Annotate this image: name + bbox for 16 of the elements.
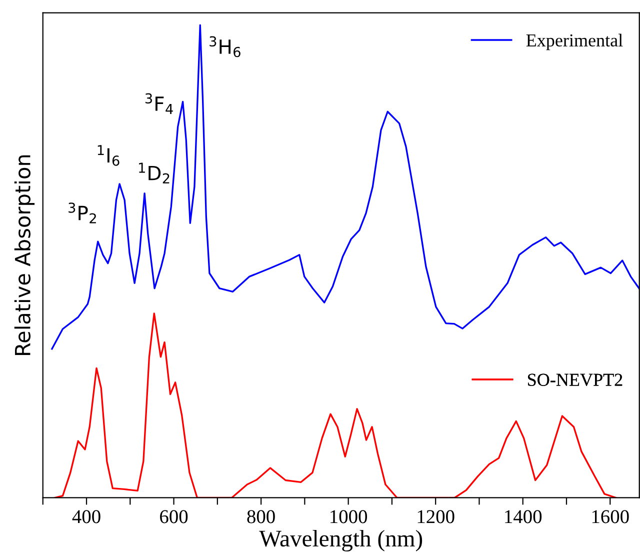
x-tick-label: 600 xyxy=(160,510,188,524)
annotation: $^{1}$D$_{2}$ xyxy=(139,162,170,184)
x-tick-label: 1000 xyxy=(330,510,368,524)
x-tick-label: 400 xyxy=(72,510,100,524)
x-tick-label: 1400 xyxy=(505,510,542,524)
legend-label: Experimental xyxy=(526,34,623,50)
annotation: $^{3}$P$_{2}$ xyxy=(68,202,96,224)
x-tick-label: 1200 xyxy=(418,510,454,524)
legend-label: SO-NEVPT2 xyxy=(528,374,622,386)
x-axis-title: Wavelength (nm) xyxy=(259,530,422,552)
annotation: $^{1}$I$_{6}$ xyxy=(98,145,120,166)
annotation: $^{3}$H$_{6}$ xyxy=(210,36,240,58)
annotation: $^{3}$F$_{4}$ xyxy=(145,93,173,114)
x-tick-label: 1600 xyxy=(592,510,629,524)
y-axis-title: Relative Absorption xyxy=(14,155,35,355)
x-tick-label: 800 xyxy=(247,510,275,524)
